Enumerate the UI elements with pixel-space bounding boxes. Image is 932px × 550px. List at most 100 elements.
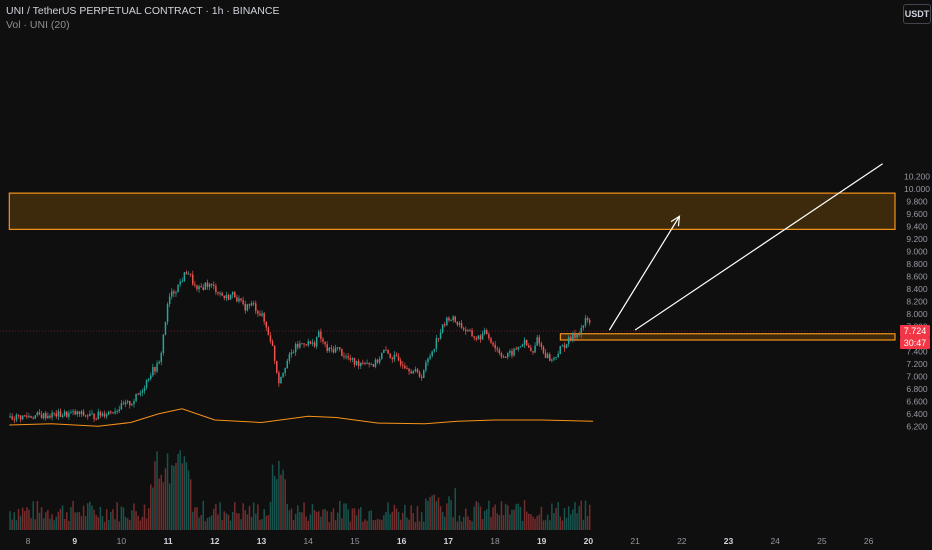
volume-bar (469, 519, 471, 530)
symbol-title[interactable]: UNI / TetherUS PERPETUAL CONTRACT · 1h ·… (6, 5, 280, 17)
volume-bar (523, 500, 526, 530)
candle-body (385, 349, 387, 351)
volume-bar (259, 520, 261, 530)
volume-bar (40, 507, 43, 530)
candle-body (47, 415, 49, 419)
x-axis-tick: 22 (677, 536, 687, 546)
volume-bar (213, 508, 215, 530)
volume-bar (219, 502, 221, 530)
candle-body (158, 361, 160, 364)
candle-body (143, 387, 146, 392)
volume-bar (326, 511, 328, 530)
candle-body (423, 370, 425, 379)
volume-bar (248, 505, 251, 530)
candle-body (538, 337, 541, 344)
candle-body (242, 300, 244, 304)
volume-bar (68, 520, 70, 530)
candle-body (196, 285, 198, 290)
volume-bar (439, 506, 442, 530)
candle-body (145, 379, 148, 388)
volume-bar (206, 517, 209, 530)
volume-bar (229, 520, 232, 530)
arrow-head (670, 215, 681, 227)
volume-bar (208, 516, 211, 530)
volume-bar (357, 508, 360, 530)
candle-body (147, 378, 150, 380)
volume-bar (105, 509, 108, 530)
volume-bar (187, 470, 190, 530)
volume-bar (393, 504, 396, 530)
volume-bar (194, 507, 196, 530)
volume-bar (57, 511, 60, 530)
volume-bar (559, 516, 562, 530)
volume-bar (332, 508, 335, 530)
candle-body (420, 376, 423, 379)
volume-bar (515, 504, 517, 530)
volume-bar (427, 500, 429, 530)
volume-bar (26, 507, 28, 530)
x-axis-tick: 13 (257, 536, 267, 546)
x-axis-tick: 21 (630, 536, 640, 546)
volume-bar (360, 507, 362, 530)
y-axis-tick: 9.600 (906, 209, 928, 219)
candle-body (59, 411, 62, 417)
volume-bar (320, 516, 322, 530)
volume-bar (116, 502, 118, 530)
candle-body (221, 293, 223, 296)
upper-supply-zone (8, 192, 896, 230)
candle-body (347, 356, 349, 359)
x-axis-tick: 10 (117, 536, 127, 546)
candle-body (154, 367, 156, 372)
candle-body (355, 361, 358, 365)
volume-bar (118, 521, 121, 530)
candle-body (118, 409, 121, 412)
projection-arrow (608, 215, 680, 331)
volume-bar (588, 504, 591, 530)
currency-button[interactable]: USDT (903, 4, 931, 24)
volume-bar (347, 509, 349, 530)
candle-body (234, 292, 236, 298)
volume-bar (387, 502, 389, 530)
x-axis-tick: 16 (397, 536, 407, 546)
volume-bar (477, 502, 480, 530)
volume-bar (555, 508, 557, 530)
volume-bar (504, 503, 507, 530)
x-axis-tick: 23 (724, 536, 734, 546)
volume-bar (164, 468, 167, 530)
volume-bar (242, 503, 244, 530)
candle-body (250, 303, 253, 306)
volume-bar (288, 510, 291, 530)
volume-bar (450, 500, 452, 530)
volume-bar (570, 514, 572, 530)
candle-body (313, 342, 316, 347)
candle-body (441, 324, 444, 333)
y-axis-tick: 9.200 (906, 234, 928, 244)
candle-body (305, 344, 307, 346)
candle-body (112, 412, 114, 414)
x-axis-tick: 20 (584, 536, 594, 546)
x-axis-tick: 26 (864, 536, 874, 546)
candle-body (462, 328, 465, 330)
candle-body (404, 365, 406, 369)
volume-bar (452, 517, 454, 530)
candle-body (492, 342, 494, 345)
candle-body (567, 337, 570, 344)
volume-bar (406, 517, 408, 530)
volume-bar (378, 519, 381, 530)
candle-body (525, 339, 528, 346)
volume-bar (82, 505, 85, 530)
volume-indicator-label[interactable]: Vol · UNI (20) (6, 19, 70, 31)
candle-body (101, 413, 104, 416)
candle-body (353, 357, 356, 365)
candle-body (76, 411, 79, 415)
volume-bar (433, 494, 436, 530)
candle-body (467, 330, 469, 332)
candle-body (572, 333, 574, 340)
candle-body (286, 360, 289, 369)
candle-body (475, 337, 478, 340)
volume-bar (70, 507, 72, 530)
candle-body (549, 354, 551, 361)
candle-body (471, 330, 473, 337)
candle-body (559, 346, 562, 355)
